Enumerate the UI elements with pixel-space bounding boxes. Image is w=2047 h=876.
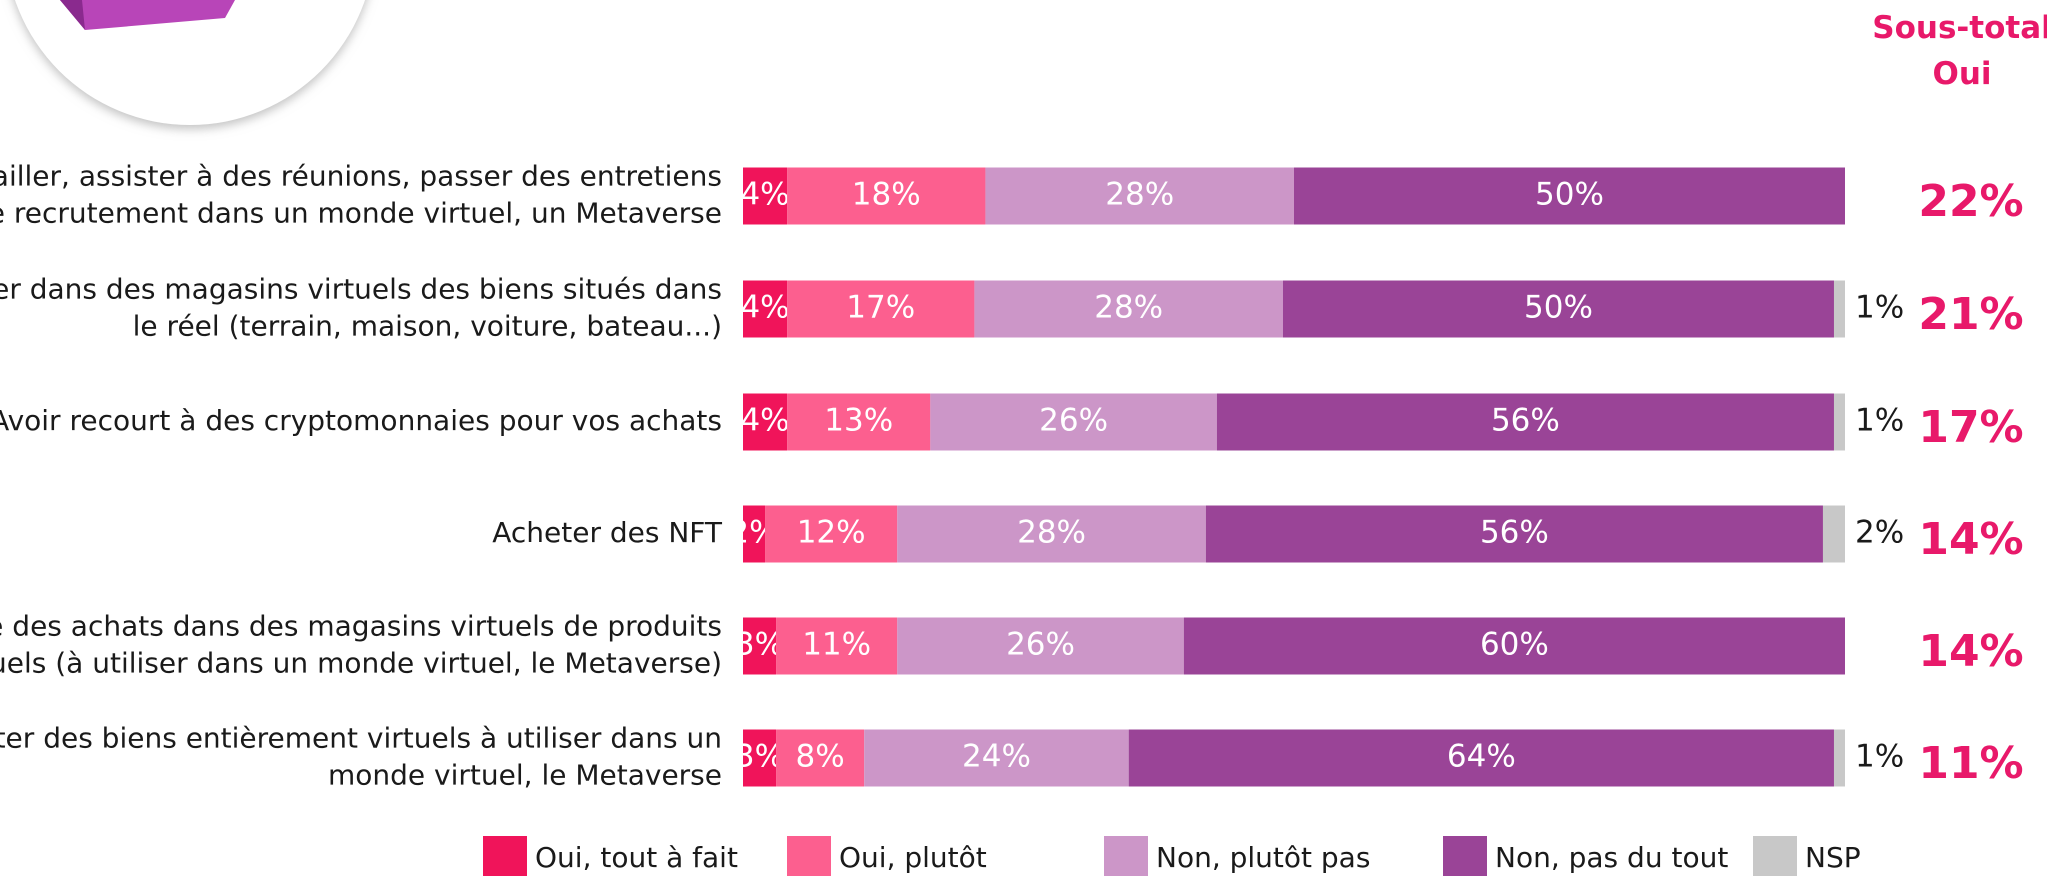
value-label: 4% (740, 177, 789, 213)
bar-segment (1294, 167, 1845, 225)
bar-segment (743, 393, 788, 451)
bar-segment (1822, 505, 1845, 563)
bar-segment (787, 167, 986, 225)
value-label: 1% (1855, 739, 1904, 775)
bar-segment (897, 505, 1206, 563)
value-label: 18% (852, 177, 921, 213)
subtotal: 11% (1918, 738, 2023, 789)
bar-segment (776, 729, 865, 787)
bar-segment (1205, 505, 1823, 563)
category-label: Avoir recourt à des cryptomonnaies pour … (0, 404, 722, 437)
value-label: 50% (1524, 290, 1593, 326)
value-label: 13% (824, 403, 893, 439)
value-label: 26% (1039, 403, 1108, 439)
logo (15, 0, 365, 125)
value-label: 1% (1855, 290, 1904, 326)
category-label: Faire des achats dans des magasins virtu… (0, 610, 722, 680)
value-label: 4% (740, 290, 789, 326)
value-label: 64% (1447, 739, 1516, 775)
subtotal: 17% (1918, 402, 2023, 453)
legend-swatch (483, 836, 527, 876)
subtotal-header: Sous-total Oui (1872, 10, 2047, 92)
value-label: 28% (1105, 177, 1174, 213)
bar-segment (765, 505, 898, 563)
bar-segment (743, 280, 788, 338)
legend-swatch (1104, 836, 1148, 876)
bar-segment (787, 393, 931, 451)
value-label: 4% (740, 403, 789, 439)
value-label: 11% (802, 627, 871, 663)
bar-segment (743, 729, 777, 787)
value-label: 1% (1855, 403, 1904, 439)
value-label: 17% (846, 290, 915, 326)
bar-segment (1216, 393, 1834, 451)
bar-segment (1833, 729, 1845, 787)
bar-segment (776, 617, 898, 675)
bar-segment (897, 617, 1184, 675)
value-label: 50% (1535, 177, 1604, 213)
bar-segment (787, 280, 975, 338)
value-label: 12% (797, 515, 866, 551)
value-label: 56% (1491, 403, 1560, 439)
bar-segment (930, 393, 1217, 451)
bar-segment (864, 729, 1129, 787)
bar-segment (1833, 393, 1845, 451)
legend-swatch (1443, 836, 1487, 876)
value-label: 24% (962, 739, 1031, 775)
bar-segment (743, 167, 788, 225)
value-label: 3% (735, 739, 784, 775)
value-label: 3% (735, 627, 784, 663)
bar-segment (1833, 280, 1845, 338)
value-label: 60% (1480, 627, 1549, 663)
value-label: 28% (1017, 515, 1086, 551)
category-label: Acheter dans des magasins virtuels des b… (0, 273, 722, 343)
subtotal: 22% (1918, 176, 2023, 227)
value-label: 8% (796, 739, 845, 775)
legend-label: Non, pas du tout (1495, 841, 1728, 874)
value-label: 28% (1094, 290, 1163, 326)
legend-swatch (1753, 836, 1797, 876)
bar-segment (974, 280, 1283, 338)
value-label: 26% (1006, 627, 1075, 663)
bar-segment (1128, 729, 1834, 787)
legend-label: NSP (1805, 841, 1861, 874)
legend-label: Oui, plutôt (839, 841, 987, 874)
category-label: Acheter des NFT (492, 516, 723, 549)
value-label: 56% (1480, 515, 1549, 551)
bar-segment (985, 167, 1294, 225)
bar-segment (743, 505, 766, 563)
legend-swatch (787, 836, 831, 876)
category-label: Acheter des biens entièrement virtuels à… (0, 722, 722, 792)
bar-segment (1183, 617, 1845, 675)
legend-label: Non, plutôt pas (1156, 841, 1370, 874)
subtotal: 14% (1918, 514, 2023, 565)
subtotal: 21% (1918, 289, 2023, 340)
value-label: 2% (1855, 515, 1904, 551)
category-label: Travailler, assister à des réunions, pas… (0, 160, 722, 230)
bar-segment (1282, 280, 1834, 338)
legend-label: Oui, tout à fait (535, 841, 738, 874)
bar-segment (743, 617, 777, 675)
subtotal: 14% (1918, 626, 2023, 677)
